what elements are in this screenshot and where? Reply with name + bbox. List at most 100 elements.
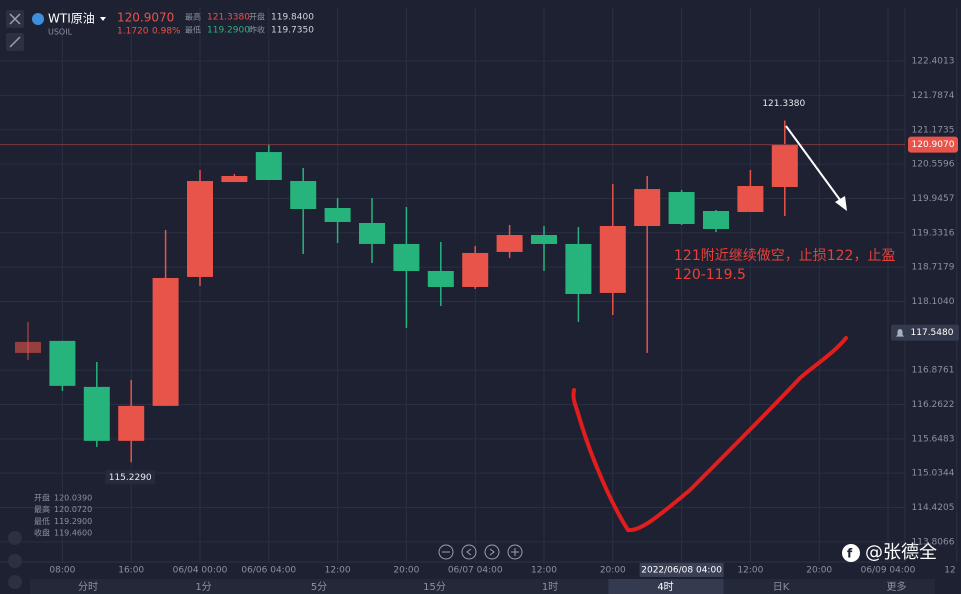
candle-body (49, 340, 76, 386)
x-tick-label: 20:00 (393, 566, 419, 576)
alert-price-label: 117.5480 (911, 328, 954, 338)
alert-price-bg[interactable] (891, 324, 959, 341)
plot (0, 120, 905, 463)
stat-label: 最高 (185, 12, 201, 22)
toolbar-item[interactable]: 15分 (423, 581, 446, 593)
x-tick-label: 06/07 04:00 (448, 566, 503, 576)
tool-button[interactable] (8, 554, 22, 568)
x-tick-label: 20:00 (806, 566, 832, 576)
stat-value: 119.7350 (271, 26, 314, 36)
ohlc-value: 119.4600 (54, 529, 92, 538)
watermark-icon (842, 544, 860, 562)
toolbar-item[interactable]: 1时 (542, 581, 558, 593)
alert-bell (896, 329, 904, 337)
stat-label: 开盘 (249, 12, 265, 22)
y-tick-label: 118.1040 (912, 297, 955, 307)
x-tick-label: 08:00 (49, 566, 75, 576)
next-button[interactable] (484, 544, 500, 560)
y-tick-label: 114.4205 (912, 503, 955, 513)
stat-value: 119.2900 (207, 26, 250, 36)
arrow-head (835, 196, 847, 211)
change: 1.1720 (117, 27, 149, 37)
y-tick-label: 115.0344 (912, 469, 955, 479)
watermark: @张德全 (865, 542, 937, 563)
candle-body (531, 235, 557, 244)
candle-body (393, 243, 420, 271)
close-icon (9, 13, 21, 25)
candle-body (634, 189, 661, 227)
toolbar-item[interactable]: 5分 (311, 581, 327, 593)
header-stats: 最高 121.3380 开盘 119.8400 最低 119.2900 昨收 119.7350 (185, 12, 314, 36)
symbol-dropdown[interactable] (100, 17, 106, 21)
zoom-out-button[interactable] (438, 544, 454, 560)
crosshair-label-bg (639, 563, 724, 577)
left-tools (6, 10, 24, 589)
last-price-label: 120.9070 (912, 140, 955, 150)
ohlc-value: 120.0390 (54, 494, 92, 503)
x-tick-label: 06/09 04:00 (861, 566, 916, 576)
prev-button[interactable] (461, 544, 477, 560)
symbol-code: USOIL (48, 28, 73, 37)
toolbar-item[interactable]: 1分 (195, 581, 211, 593)
y-tick-label: 118.7179 (912, 263, 955, 273)
x-tick-label: 2022/06/08 04:00 (641, 566, 722, 576)
change-pct: 0.98% (152, 27, 181, 37)
toolbar-item[interactable]: 日K (773, 582, 790, 593)
watermark-icon-f: f (847, 547, 853, 561)
y-tick-label: 113.8066 (912, 537, 955, 547)
ohlc-label: 最高 (34, 504, 50, 514)
low-label-bg (105, 470, 156, 485)
y-tick-label: 115.6483 (912, 434, 955, 444)
toolbar-bg (30, 579, 935, 594)
candle-body (462, 252, 489, 287)
candle-body (324, 207, 351, 222)
candle-body (668, 191, 695, 224)
annotation: 121附近继续做空，止损122，止盈 (674, 247, 895, 264)
x-tick-label: 20:00 (600, 566, 626, 576)
y-tick-label: 121.1735 (912, 125, 955, 135)
ohlc-label: 最低 (34, 516, 50, 526)
candle-body (118, 405, 145, 441)
tool-button[interactable] (8, 531, 22, 545)
x-tick-label: 12:00 (531, 566, 557, 576)
ohlc-label: 收盘 (34, 528, 50, 538)
toolbar: 分时 1分 5分 15分 1时 4时 日K 更多 (78, 579, 907, 594)
y-tick-label: 116.8761 (912, 366, 955, 376)
candle-body (15, 341, 41, 353)
y-tick-label: 122.4013 (912, 57, 955, 67)
arrow-line (785, 125, 844, 205)
toolbar-selected (608, 579, 724, 594)
x-tick-label: 06/04 00:00 (173, 566, 228, 576)
symbol[interactable]: WTI原油 (48, 12, 95, 26)
low-label: 115.2290 (109, 473, 152, 483)
zoom-in-button[interactable] (507, 544, 523, 560)
ohlc-value: 119.2900 (54, 517, 92, 526)
candle-body (359, 222, 385, 244)
toolbar-item[interactable]: 分时 (78, 581, 98, 593)
ohlc-info: 开盘 120.0390 最高 120.0720 最低 119.2900 收盘 119.4600 (34, 493, 92, 538)
candle-body (221, 175, 248, 183)
price: 120.9070 (117, 11, 174, 25)
x-tick-label: 16:00 (118, 566, 144, 576)
candle-body (255, 152, 282, 181)
candle-body (83, 386, 110, 441)
toolbar-item[interactable]: 更多 (887, 580, 907, 593)
candle-body (290, 181, 317, 209)
y-tick-label: 120.5596 (912, 160, 955, 170)
annotation: 120-119.5 (674, 267, 746, 283)
ohlc-label: 开盘 (34, 493, 50, 503)
stat-label: 昨收 (249, 25, 265, 35)
candle-body (565, 243, 592, 294)
stat-label: 最低 (185, 25, 201, 35)
candle-body (187, 181, 213, 277)
candle-body (771, 144, 798, 188)
tool-button[interactable] (8, 575, 22, 589)
candle-body (496, 235, 523, 252)
candle-body (152, 277, 179, 406)
price-axis-bg (905, 8, 961, 578)
x-tick-label: 12 (944, 566, 955, 576)
toolbar-item[interactable]: 4时 (657, 581, 673, 593)
